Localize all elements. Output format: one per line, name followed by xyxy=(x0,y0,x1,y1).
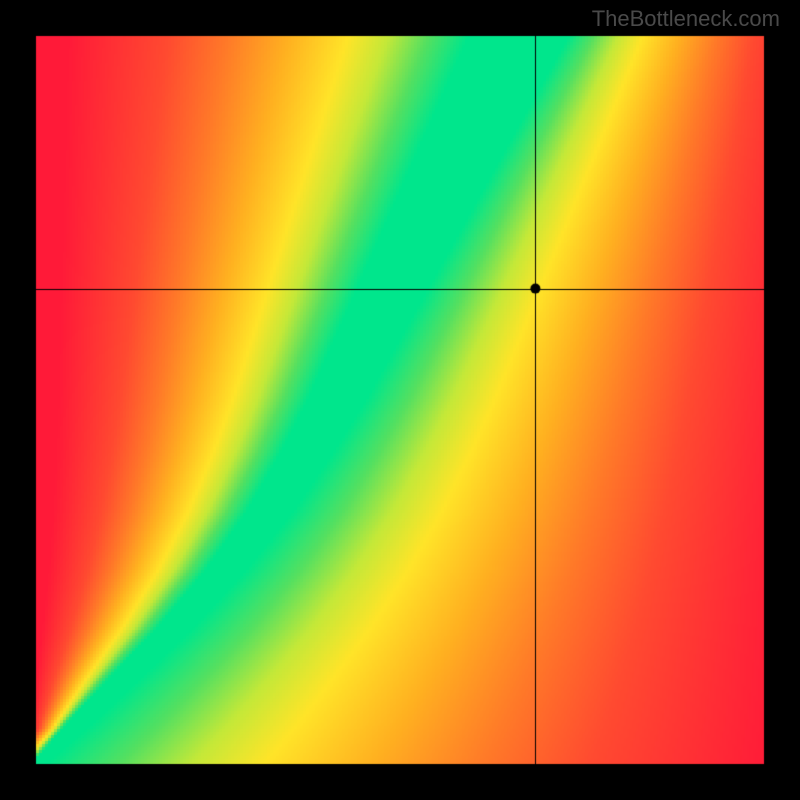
chart-container: TheBottleneck.com xyxy=(0,0,800,800)
watermark-text: TheBottleneck.com xyxy=(592,6,780,32)
bottleneck-heatmap xyxy=(0,0,800,800)
